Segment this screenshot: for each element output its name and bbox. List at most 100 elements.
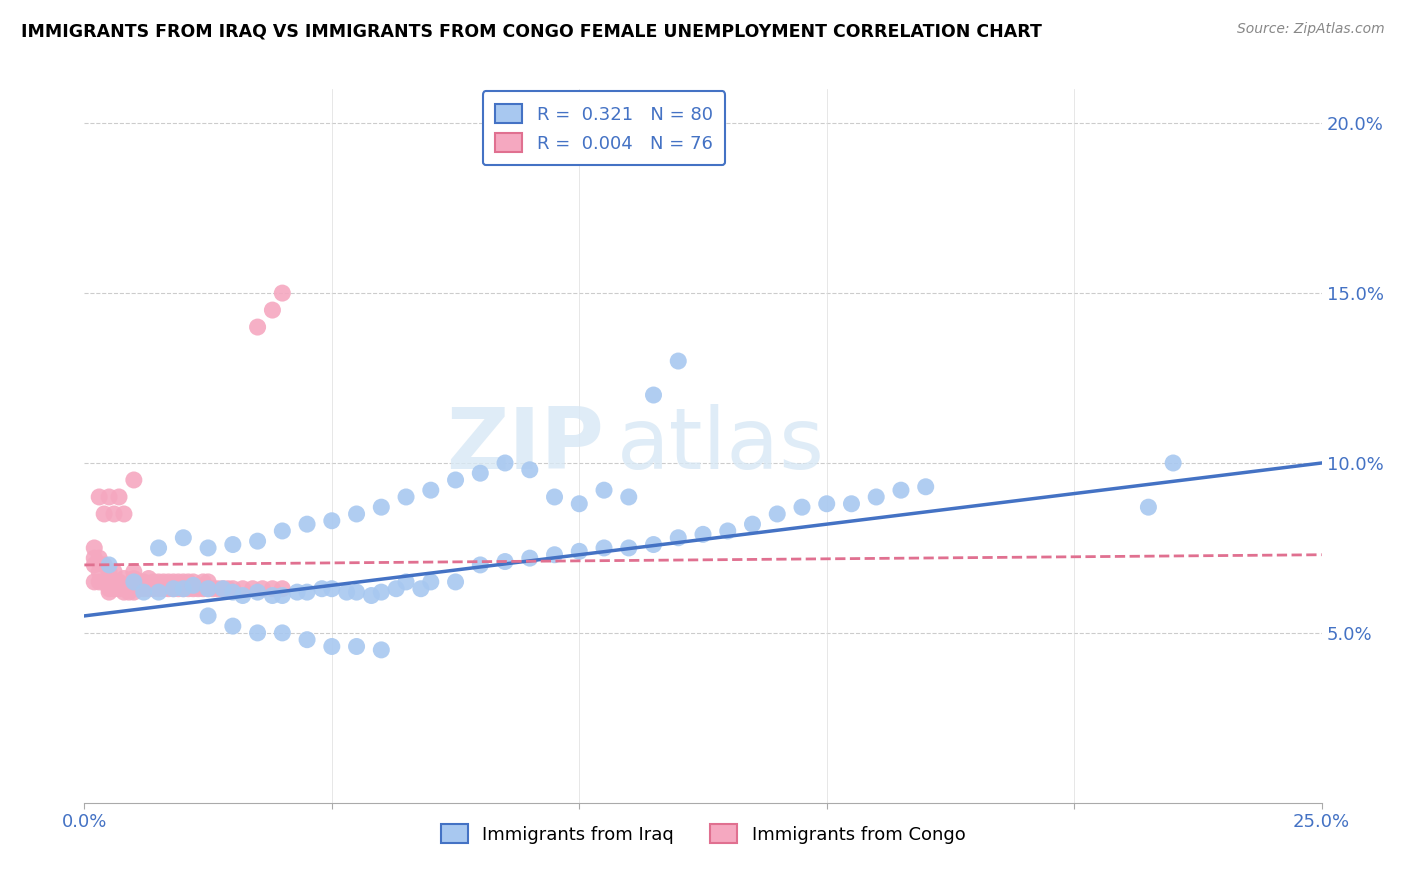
Point [593,483,616,498]
Point [643,388,665,402]
Point [246,585,269,599]
Point [138,582,160,596]
Point [222,619,245,633]
Point [222,537,245,551]
Point [271,626,294,640]
Point [112,572,135,586]
Text: Source: ZipAtlas.com: Source: ZipAtlas.com [1237,22,1385,37]
Point [108,582,131,596]
Point [271,589,294,603]
Point [83,558,105,572]
Point [98,558,121,572]
Point [197,582,219,596]
Point [118,585,141,599]
Point [83,541,105,555]
Point [321,582,343,596]
Point [470,558,492,572]
Point [128,574,150,589]
Point [246,534,269,549]
Point [148,574,170,589]
Point [98,565,121,579]
Point [346,585,368,599]
Point [271,286,294,301]
Text: atlas: atlas [616,404,824,488]
Point [717,524,740,538]
Point [122,585,145,599]
Text: IMMIGRANTS FROM IRAQ VS IMMIGRANTS FROM CONGO FEMALE UNEMPLOYMENT CORRELATION CH: IMMIGRANTS FROM IRAQ VS IMMIGRANTS FROM … [21,22,1042,40]
Point [271,524,294,538]
Point [246,626,269,640]
Point [103,565,125,579]
Point [295,585,318,599]
Point [385,582,408,596]
Point [815,497,838,511]
Point [519,463,541,477]
Point [122,565,145,579]
Point [197,541,219,555]
Point [122,572,145,586]
Point [98,574,121,589]
Point [122,473,145,487]
Point [103,507,125,521]
Point [370,500,392,515]
Point [93,507,115,521]
Point [93,574,115,589]
Point [865,490,887,504]
Point [103,582,125,596]
Point [311,582,333,596]
Point [295,632,318,647]
Point [128,582,150,596]
Point [321,514,343,528]
Point [148,585,170,599]
Point [252,582,274,596]
Point [494,555,516,569]
Point [148,582,170,596]
Point [217,582,239,596]
Point [419,483,441,498]
Point [617,490,640,504]
Point [395,574,418,589]
Point [262,303,284,318]
Point [568,497,591,511]
Legend: Immigrants from Iraq, Immigrants from Congo: Immigrants from Iraq, Immigrants from Co… [433,816,973,851]
Point [593,541,616,555]
Point [197,582,219,596]
Point [167,582,190,596]
Point [162,582,184,596]
Point [262,589,284,603]
Point [207,582,229,596]
Point [222,582,245,596]
Point [167,574,190,589]
Point [181,582,204,596]
Point [132,582,155,596]
Point [89,490,111,504]
Point [98,585,121,599]
Point [103,574,125,589]
Point [914,480,936,494]
Point [83,574,105,589]
Point [98,582,121,596]
Point [1161,456,1184,470]
Point [470,466,492,480]
Point [172,574,194,589]
Point [295,517,318,532]
Point [232,582,254,596]
Point [152,582,174,596]
Point [543,490,565,504]
Point [395,490,418,504]
Point [890,483,912,498]
Point [83,551,105,566]
Point [157,574,180,589]
Point [122,574,145,589]
Point [191,574,214,589]
Point [409,582,432,596]
Point [543,548,565,562]
Point [841,497,863,511]
Point [444,574,467,589]
Point [112,507,135,521]
Point [336,585,359,599]
Point [246,320,269,334]
Point [98,490,121,504]
Point [177,582,200,596]
Point [89,551,111,566]
